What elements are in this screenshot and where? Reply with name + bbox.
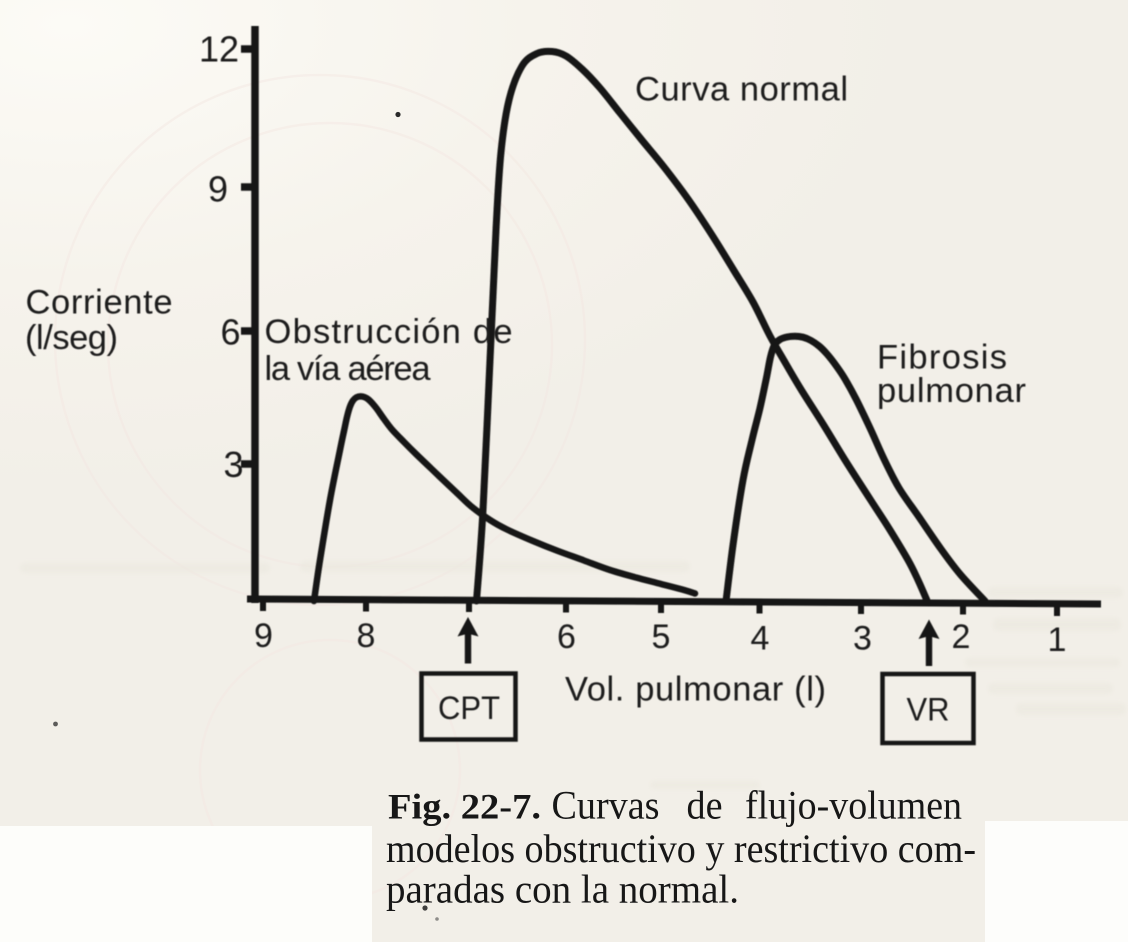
svg-text:3: 3: [853, 620, 872, 658]
svg-text:la vía aérea: la vía aérea: [265, 350, 432, 388]
svg-text:VR: VR: [907, 692, 950, 728]
svg-text:5: 5: [652, 618, 671, 656]
svg-text:9: 9: [208, 169, 228, 210]
svg-text:Obstrucción de: Obstrucción de: [265, 313, 513, 351]
svg-text:Curvas: Curvas: [552, 783, 660, 828]
svg-text:Vol. pulmonar (l): Vol. pulmonar (l): [565, 671, 826, 709]
svg-text:6: 6: [557, 618, 576, 656]
svg-text:pulmonar: pulmonar: [877, 372, 1026, 410]
svg-text:12: 12: [199, 29, 239, 70]
svg-text:Curva normal: Curva normal: [635, 71, 848, 109]
svg-text:modelos obstructivo y restrict: modelos obstructivo y restrictivo com-: [386, 826, 976, 871]
svg-text:2: 2: [952, 618, 971, 656]
svg-text:Fibrosis: Fibrosis: [877, 339, 1007, 377]
svg-text:6: 6: [220, 312, 240, 353]
svg-text:4: 4: [751, 620, 770, 658]
svg-text:(l/seg): (l/seg): [25, 319, 118, 357]
svg-text:Fig. 22-7.: Fig. 22-7.: [388, 787, 541, 827]
svg-text:9: 9: [254, 617, 273, 655]
svg-text:Corriente: Corriente: [26, 284, 173, 322]
svg-text:CPT: CPT: [438, 690, 500, 726]
svg-text:flujo-volumen: flujo-volumen: [745, 783, 962, 828]
svg-text:8: 8: [357, 617, 376, 655]
svg-text:paradas con la normal.: paradas con la normal.: [386, 867, 739, 912]
svg-text:1: 1: [1048, 621, 1067, 659]
svg-text:3: 3: [223, 444, 243, 485]
svg-text:de: de: [687, 783, 723, 828]
